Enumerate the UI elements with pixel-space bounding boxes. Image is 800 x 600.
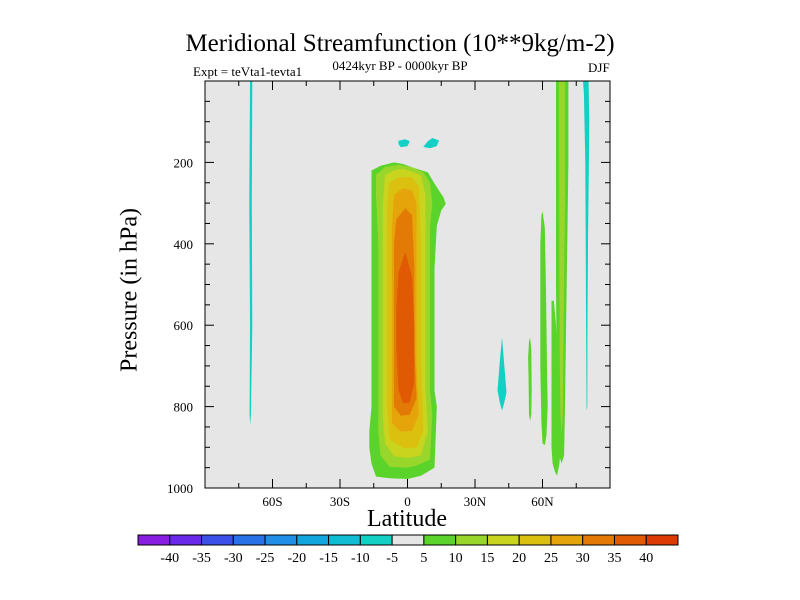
colorbar-swatch-13 [518, 534, 552, 546]
colorbar-swatch-2 [169, 534, 203, 546]
y-tick-label: 200 [174, 155, 194, 170]
colorbar: -40 -35 -30 -25 -20 -15 -10 -5 5 10 15 20 25 30 35 40 [137, 534, 679, 566]
colorbar-label: 15 [480, 551, 494, 566]
contour-region-13 [540, 211, 548, 446]
y-tick-label: 800 [174, 400, 194, 415]
season-label: DJF [588, 60, 610, 75]
x-axis-label: Latitude [367, 506, 447, 532]
time-range-label: 0424kyr BP - 0000kyr BP [332, 58, 468, 73]
colorbar-swatch-17 [645, 534, 679, 546]
contour-region-16 [558, 81, 565, 436]
colorbar-label: -35 [192, 551, 211, 566]
colorbar-swatch-8 [359, 534, 393, 546]
colorbar-swatch-6 [296, 534, 330, 546]
experiment-label: Expt = teVta1-tevta1 [193, 64, 303, 79]
chart-title: Meridional Streamfunction (10**9kg/m-2) [185, 30, 615, 57]
x-tick-label: 0 [404, 494, 411, 509]
y-tick-label: 400 [174, 237, 194, 252]
colorbar-swatch-9 [391, 534, 425, 546]
colorbar-label: -25 [256, 551, 275, 566]
colorbar-swatch-5 [264, 534, 298, 546]
contour-region-17 [583, 81, 590, 411]
colorbar-label: 5 [420, 551, 427, 566]
x-tick-label: 30S [330, 494, 350, 509]
colorbar-label: -10 [351, 551, 370, 566]
colorbar-swatch-12 [486, 534, 520, 546]
colorbar-label: -20 [287, 551, 306, 566]
colorbar-swatch-16 [613, 534, 647, 546]
x-tick-label: 60S [262, 494, 282, 509]
colorbar-label: 25 [544, 551, 558, 566]
colorbar-label: -5 [386, 551, 398, 566]
plot-frame [204, 80, 611, 489]
colorbar-label: 40 [639, 551, 653, 566]
y-tick-label: 1000 [167, 481, 193, 496]
contour-region-10 [249, 81, 253, 425]
contour-region-12 [528, 337, 532, 421]
colorbar-swatch-1 [137, 534, 171, 546]
colorbar-swatch-10 [423, 534, 457, 546]
colorbar-swatch-11 [455, 534, 488, 546]
contour-region-9 [423, 138, 439, 149]
colorbar-label: -15 [319, 551, 338, 566]
contour-region-7 [396, 251, 415, 404]
y-tick-label: 600 [174, 318, 194, 333]
colorbar-label: 10 [449, 551, 463, 566]
contour-region-11 [497, 337, 507, 411]
colorbar-swatch-15 [582, 534, 615, 546]
colorbar-swatch-4 [232, 534, 266, 546]
contour-regions [205, 81, 610, 488]
colorbar-label: -40 [160, 551, 179, 566]
colorbar-swatch-3 [201, 534, 234, 546]
contour-region-8 [398, 139, 410, 148]
colorbar-label: 20 [512, 551, 526, 566]
x-tick-label: 60N [531, 494, 554, 509]
colorbar-swatch-7 [328, 534, 361, 546]
colorbar-label: 30 [576, 551, 590, 566]
colorbar-label: -30 [224, 551, 243, 566]
colorbar-label: 35 [607, 551, 621, 566]
colorbar-swatch-14 [550, 534, 584, 546]
x-tick-label: 30N [464, 494, 487, 509]
